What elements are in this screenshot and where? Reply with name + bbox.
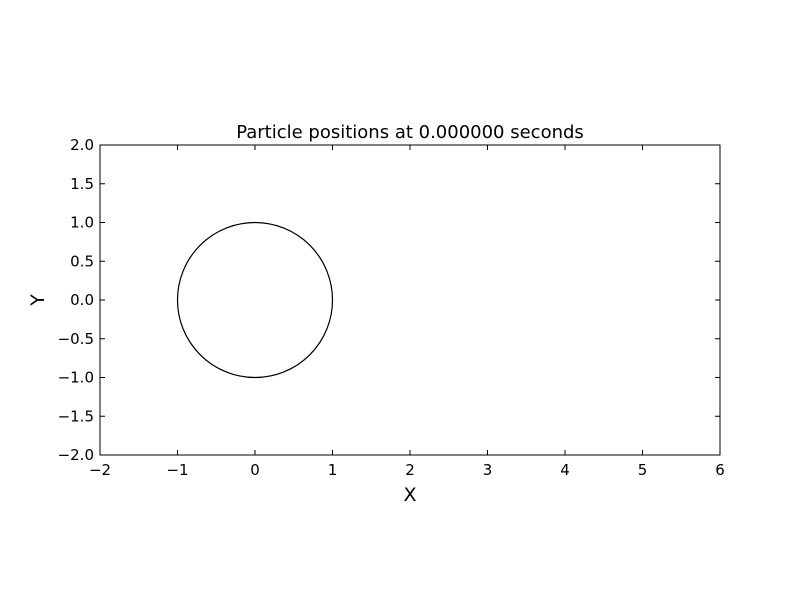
x-tick-label: 0 <box>250 461 260 479</box>
x-tick-label: 1 <box>328 461 338 479</box>
x-tick-label: −1 <box>166 461 188 479</box>
axis-ticks: −2 −1 0 1 2 3 4 5 6 −2.0 −1.5 −1.0 −0.5 0.0 0.5 1.0 1.5 2… <box>58 136 725 479</box>
y-tick-label: 2.0 <box>70 136 94 154</box>
y-tick-label: 0.0 <box>70 291 94 309</box>
x-axis-label: X <box>403 484 416 506</box>
y-tick-label: −2.0 <box>58 446 94 464</box>
x-tick-label: 5 <box>638 461 648 479</box>
x-tick-label: −2 <box>89 461 111 479</box>
x-tick-label: 6 <box>715 461 725 479</box>
x-tick-label: 3 <box>483 461 493 479</box>
chart-title: Particle positions at 0.000000 seconds <box>236 122 584 143</box>
y-tick-label: 1.0 <box>70 214 94 232</box>
particle-ring <box>176 221 334 379</box>
data-series <box>176 221 334 379</box>
x-tick-label: 2 <box>405 461 415 479</box>
y-tick-label: 1.5 <box>70 175 94 193</box>
y-tick-label: −1.5 <box>58 407 94 425</box>
y-tick-label: 0.5 <box>70 252 94 270</box>
plot-area <box>99 144 721 456</box>
y-tick-label: −0.5 <box>58 330 94 348</box>
y-tick-label: −1.0 <box>58 369 94 387</box>
x-tick-label: 4 <box>560 461 570 479</box>
y-axis-label: Y <box>27 294 49 307</box>
